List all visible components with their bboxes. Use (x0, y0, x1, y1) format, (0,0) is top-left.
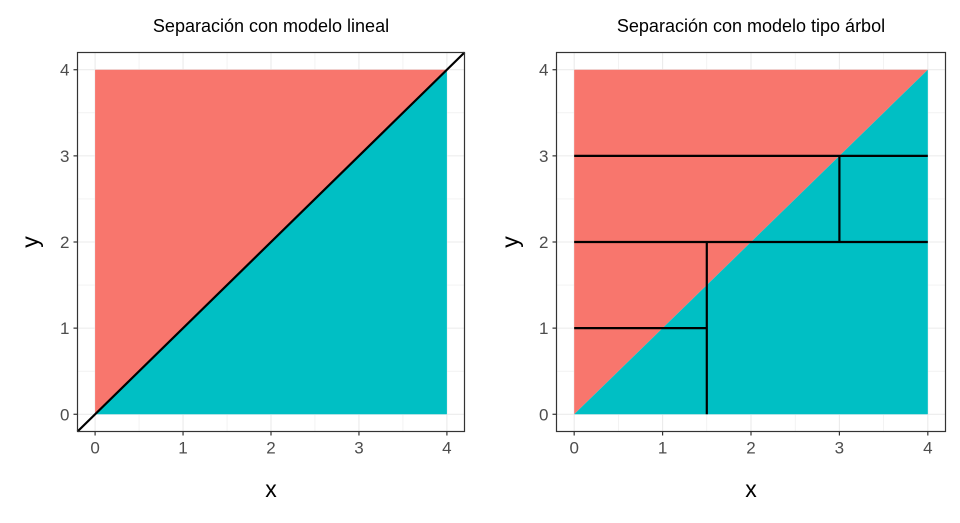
panel-title: Separación con modelo tipo árbol (617, 16, 885, 36)
x-tick-label: 3 (835, 439, 844, 458)
y-tick-label: 2 (60, 233, 69, 252)
x-tick-label: 0 (569, 439, 578, 458)
panel-tree: 0 1 2 3 4 0 1 2 3 4 Separación con modelo tipo ár… (497, 16, 947, 502)
x-tick-label: 2 (746, 439, 755, 458)
x-axis-label: x (745, 476, 757, 502)
y-tick-label: 4 (539, 61, 548, 80)
y-axis-label: y (497, 236, 523, 248)
y-tick-label: 1 (539, 319, 548, 338)
y-tick-label: 0 (539, 405, 548, 424)
y-tick-label: 2 (539, 233, 548, 252)
x-tick-label: 2 (266, 439, 275, 458)
x-tick-label: 4 (442, 439, 451, 458)
x-tick-label: 3 (354, 439, 363, 458)
x-tick-label: 0 (90, 439, 99, 458)
y-tick-label: 3 (60, 147, 69, 166)
y-axis-label: y (17, 236, 43, 248)
y-tick-label: 0 (60, 405, 69, 424)
x-tick-label: 4 (923, 439, 932, 458)
y-tick-label: 4 (60, 61, 69, 80)
panel-title: Separación con modelo lineal (153, 16, 389, 36)
y-tick-label: 3 (539, 147, 548, 166)
x-tick-label: 1 (178, 439, 187, 458)
boundary-line (76, 51, 466, 433)
x-tick-label: 1 (658, 439, 667, 458)
x-axis-label: x (265, 476, 277, 502)
y-tick-label: 1 (60, 319, 69, 338)
